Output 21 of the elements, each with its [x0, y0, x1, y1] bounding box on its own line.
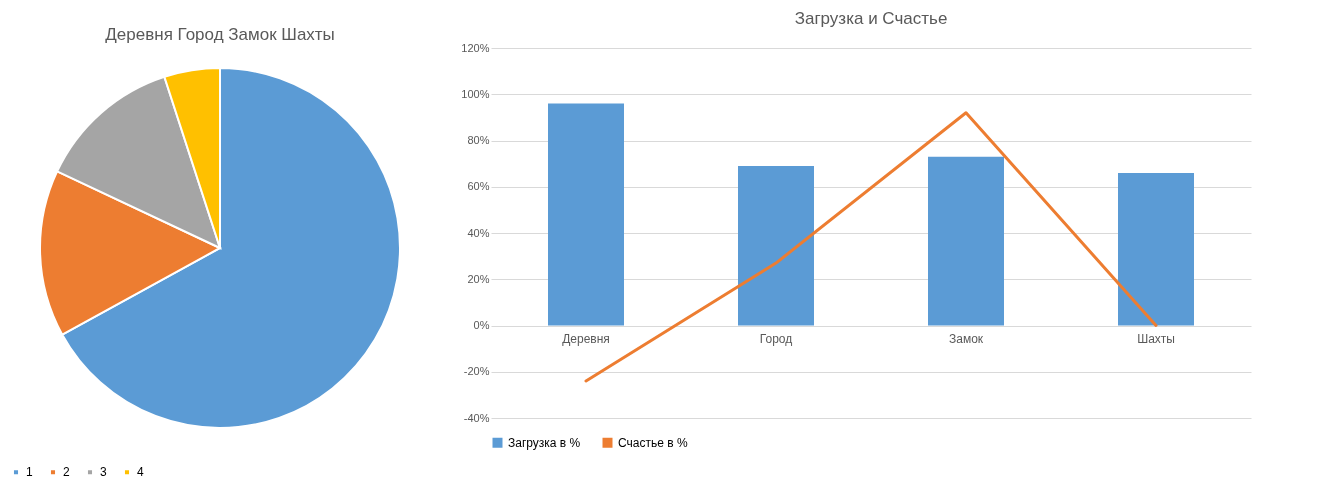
- y-tick-label: 0%: [473, 319, 490, 331]
- y-tick-label: 120%: [461, 41, 490, 54]
- legend-label: Счастье в %: [618, 435, 688, 450]
- legend-label: 4: [137, 465, 144, 480]
- y-tick-label: 60%: [467, 180, 490, 193]
- y-tick-label: 100%: [461, 87, 490, 100]
- x-tick-label: Шахты: [1137, 332, 1175, 346]
- legend-label: Загрузка в %: [508, 435, 581, 450]
- chart-title: Деревня Город Замок Шахты: [105, 25, 335, 44]
- legend-label: 2: [63, 465, 70, 480]
- legend-label: 3: [100, 465, 107, 480]
- x-tick-label: Замок: [948, 332, 984, 346]
- y-tick-label: 40%: [467, 226, 490, 239]
- chart-title: Загрузка и Счастье: [794, 9, 948, 28]
- y-tick-label: -40%: [463, 411, 490, 424]
- y-tick-label: -20%: [463, 365, 490, 378]
- x-tick-label: Деревня: [562, 332, 610, 346]
- y-tick-label: 80%: [467, 134, 490, 146]
- x-tick-label: Город: [759, 332, 793, 346]
- y-tick-label: 20%: [467, 272, 490, 285]
- legend-label: 1: [26, 465, 33, 480]
